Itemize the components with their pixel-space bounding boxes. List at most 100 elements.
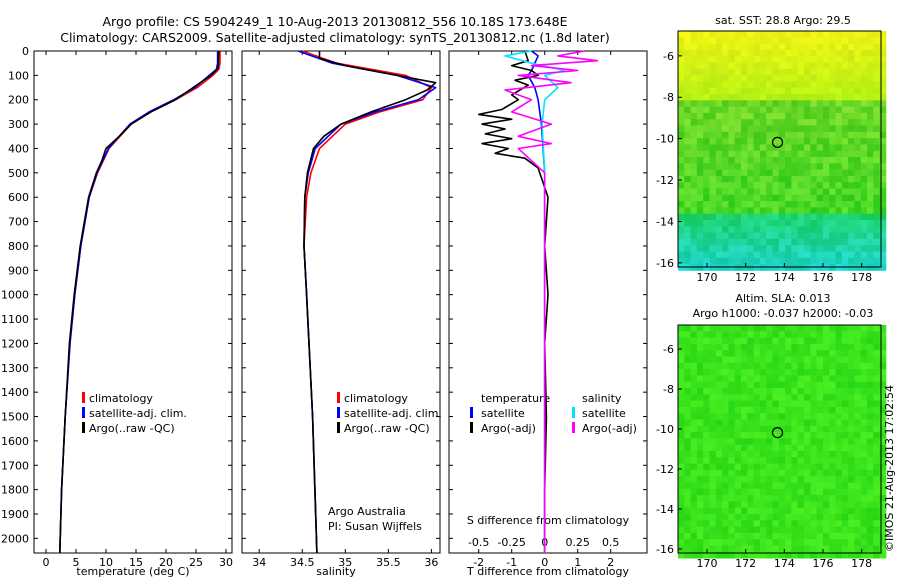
map-cell (816, 106, 824, 114)
map-cell (867, 220, 874, 227)
map-cell (734, 406, 742, 414)
x-tick-label: 5 (73, 556, 80, 569)
map-cell (709, 551, 717, 559)
map-cell (822, 432, 830, 439)
map-cell (778, 232, 786, 240)
map-cell (848, 112, 855, 120)
map-cell (709, 463, 717, 471)
map-cell (841, 520, 849, 527)
map-cell (804, 451, 811, 458)
map-cell (841, 232, 849, 240)
map-cell (722, 43, 729, 51)
map-cell (797, 232, 805, 240)
map-cell (816, 207, 824, 215)
map-cell (804, 526, 811, 534)
map-cell (778, 388, 786, 395)
map-cell (810, 482, 817, 490)
map-cell (778, 350, 786, 357)
map-cell (703, 350, 710, 357)
map-cell (829, 514, 836, 521)
map-cell (879, 31, 887, 38)
map-cell (678, 526, 685, 534)
map-cell (684, 350, 691, 357)
map-cell (722, 444, 729, 452)
map-cell (722, 68, 729, 76)
map-cell (867, 87, 874, 95)
map-cell (715, 343, 723, 351)
map-cell (684, 413, 691, 420)
map-cell (791, 144, 799, 152)
map-cell (879, 362, 887, 370)
map-cell (835, 163, 843, 170)
map-cell (854, 457, 862, 464)
map-cell (741, 551, 748, 559)
map-cell (822, 232, 830, 240)
map-cell (722, 394, 729, 401)
map-cell (753, 56, 761, 63)
map-cell (709, 87, 717, 95)
map-cell (867, 49, 874, 57)
map-cell (709, 451, 717, 458)
map-cell (797, 432, 805, 439)
map-cell (835, 125, 843, 133)
map-cell (734, 469, 742, 477)
map-cell (753, 539, 761, 546)
map-cell (816, 144, 824, 152)
map-cell (822, 157, 830, 164)
map-cell (715, 520, 723, 527)
map-cell (822, 194, 830, 202)
map-cell (722, 163, 729, 170)
map-cell (741, 451, 748, 458)
map-cell (804, 62, 811, 70)
map-cell (715, 257, 723, 265)
map-cell (772, 526, 780, 534)
map-cell (791, 325, 799, 332)
map-cell (753, 201, 761, 208)
map-cell (810, 343, 817, 351)
map-cell (696, 131, 704, 139)
map-cell (696, 81, 704, 89)
map-cell (822, 463, 830, 471)
map-cell (678, 413, 685, 420)
map-cell (797, 482, 805, 490)
map-cell (690, 381, 698, 389)
map-cell (678, 163, 685, 170)
map-cell (778, 119, 786, 126)
map-cell (690, 331, 698, 338)
map-cell (860, 251, 868, 259)
legend-label-salinity-argo: Argo(-adj) (582, 422, 637, 435)
map-cell (678, 406, 685, 414)
map-cell (703, 81, 710, 89)
map-cell (753, 100, 761, 107)
map-cell (696, 539, 704, 546)
map-cell (860, 31, 868, 38)
map-cell (747, 207, 754, 215)
map-cell (804, 331, 811, 338)
map-cell (728, 362, 736, 370)
map-cell (873, 381, 880, 389)
map-cell (734, 400, 742, 408)
map-cell (879, 125, 887, 133)
map-cell (734, 37, 742, 44)
map-cell (829, 532, 836, 540)
map-cell (854, 207, 862, 215)
map-cell (804, 119, 811, 126)
map-cell (804, 150, 811, 158)
map-cell (778, 220, 786, 227)
map-cell (766, 245, 773, 252)
map-cell (696, 369, 704, 376)
map-cell (854, 501, 862, 509)
x2-tick-label: 0.25 (565, 536, 590, 549)
map-cell (797, 81, 805, 89)
map-cell (684, 495, 691, 502)
map-cell (816, 343, 824, 351)
map-cell (829, 175, 836, 183)
map-cell (747, 539, 754, 546)
map-cell (759, 451, 767, 458)
map-cell (867, 526, 874, 534)
map-cell (791, 175, 799, 183)
map-cell (728, 539, 736, 546)
map-cell (848, 207, 855, 215)
map-cell (785, 444, 792, 452)
map-y-tick-label: -6 (663, 343, 674, 356)
